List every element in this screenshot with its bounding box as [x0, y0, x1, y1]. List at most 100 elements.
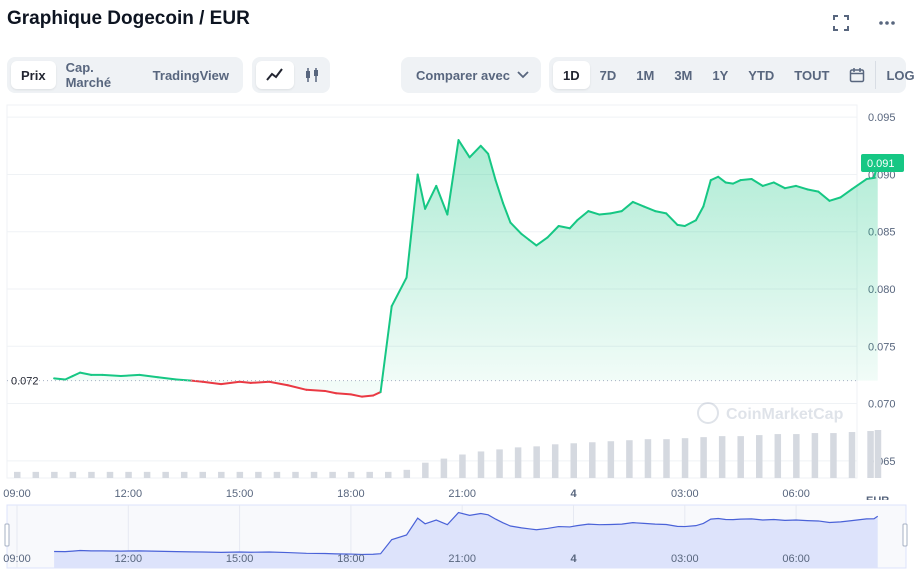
volume-bar	[143, 471, 151, 478]
price-line-segment	[509, 221, 523, 236]
price-line-segment	[435, 184, 449, 216]
volume-bar	[533, 446, 540, 478]
current-price-badge	[861, 154, 904, 172]
navigator-tick-label: 09:00	[3, 553, 31, 565]
navigator-tick-label: 15:00	[226, 553, 254, 565]
navigator-line	[54, 511, 879, 556]
line-chart-button[interactable]	[256, 61, 294, 89]
price-line-segment	[732, 179, 742, 185]
volume-bar	[218, 471, 225, 478]
volume-bar	[440, 458, 448, 478]
volume-bar	[514, 447, 522, 478]
volume-bar	[422, 462, 429, 478]
range-all[interactable]: TOUT	[794, 67, 830, 83]
price-line-segment	[806, 188, 820, 193]
price-line-segment	[119, 373, 141, 378]
price-line-segment	[587, 210, 601, 216]
volume-bar	[51, 471, 58, 478]
volume-bar	[551, 444, 559, 478]
y-axis-unit: EUR	[866, 495, 889, 500]
price-line-segment	[631, 200, 645, 208]
fullscreen-icon[interactable]	[832, 14, 850, 37]
volume-bar	[329, 471, 336, 478]
range-selector: 1D 7D 1M 3M 1Y YTD TOUT LOG	[549, 57, 914, 93]
log-scale-button[interactable]: LOG	[875, 61, 914, 89]
price-line-segment	[379, 305, 393, 394]
tab-tradingview[interactable]: TradingView	[152, 67, 229, 83]
volume-bar	[180, 471, 188, 478]
volume-bar	[589, 442, 596, 478]
navigator-tick-label: 18:00	[337, 553, 365, 565]
price-line-segment	[487, 152, 497, 182]
navigator-tick-label: 06:00	[782, 553, 810, 565]
price-line-segment	[424, 184, 438, 210]
more-options-icon[interactable]	[878, 14, 896, 37]
price-line-segment	[750, 178, 764, 187]
volume-bar	[756, 435, 763, 478]
price-line-segment	[268, 380, 289, 387]
compare-dropdown[interactable]: Comparer avec	[401, 57, 541, 93]
current-price-label: 0.091	[867, 158, 895, 170]
volume-bar	[14, 471, 21, 478]
price-line-segment	[405, 173, 419, 279]
volume-bar	[811, 433, 819, 478]
navigator-tick-label: 12:00	[115, 553, 143, 565]
volume-bar	[607, 441, 615, 478]
range-1m[interactable]: 1M	[636, 67, 655, 83]
price-line-segment	[390, 276, 408, 308]
price-chart: 0.065 0.070 0.075 0.080 0.085 0.090 0.095 CoinM…	[0, 100, 914, 507]
volume-bar	[385, 471, 392, 478]
volume-bar	[125, 471, 132, 478]
volume-bar	[570, 443, 577, 478]
price-line-segment	[238, 380, 252, 384]
range-navigator[interactable]: 09:00 12:00 15:00 18:00 21:00 4 03:00 06:00	[0, 504, 914, 576]
candlestick-button[interactable]	[294, 61, 330, 89]
range-1d[interactable]: 1D	[553, 61, 590, 89]
chart-title: Graphique Dogecoin / EUR	[7, 8, 250, 29]
price-line-segment	[709, 175, 720, 182]
range-3m[interactable]: 3M	[674, 67, 693, 83]
navigator-area	[54, 512, 878, 568]
y-tick-label: 0.095	[868, 112, 896, 124]
price-line-segment	[64, 375, 74, 381]
price-line-segment	[220, 380, 241, 386]
price-line-segment	[568, 219, 579, 230]
navigator-tick-label: 4	[570, 553, 577, 565]
volume-bar	[199, 471, 206, 478]
price-line-segment	[598, 212, 612, 216]
price-line-segment	[535, 236, 549, 247]
range-7d[interactable]: 7D	[599, 67, 617, 83]
price-line-segment	[717, 175, 727, 184]
price-line-segment	[694, 205, 705, 222]
reference-label: 0.072	[11, 376, 39, 388]
volume-bar	[347, 471, 355, 478]
price-line-segment	[79, 371, 93, 376]
watermark-text: CoinMarketCap	[726, 406, 844, 423]
price-line-segment	[676, 223, 686, 227]
price-line-segment	[783, 184, 798, 190]
price-line-segment	[156, 376, 178, 381]
price-line-segment	[190, 379, 204, 383]
y-tick-label: 0.070	[868, 399, 896, 411]
volume-bar	[236, 471, 244, 478]
price-line-segment	[795, 184, 809, 191]
volume-bar	[459, 454, 466, 478]
range-ytd[interactable]: YTD	[748, 67, 775, 83]
price-line-segment	[457, 139, 471, 159]
price-line-segment	[817, 190, 831, 202]
range-1y[interactable]: 1Y	[712, 67, 729, 83]
tab-price[interactable]: Prix	[11, 61, 56, 89]
tab-market-cap[interactable]: Cap. Marché	[65, 60, 112, 90]
price-line-segment	[520, 233, 530, 241]
volume-bar	[681, 438, 689, 478]
calendar-button[interactable]	[839, 61, 875, 89]
volume-bar	[867, 431, 874, 478]
price-line-segment	[416, 173, 427, 210]
volume-bar	[32, 471, 40, 478]
price-line-segment	[101, 373, 122, 378]
price-line-segment	[372, 391, 382, 397]
volume-bar	[718, 436, 726, 478]
price-line-segment	[839, 188, 853, 199]
x-tick-label: 06:00	[782, 488, 810, 500]
price-line-segment	[349, 393, 364, 398]
